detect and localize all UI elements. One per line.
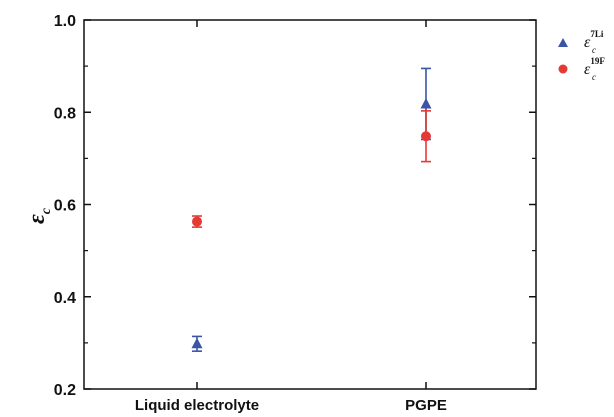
data-point-triangle bbox=[420, 97, 432, 109]
y-tick-label: 0.6 bbox=[54, 198, 76, 215]
y-axis-label-subscript: c bbox=[39, 207, 54, 214]
x-axis-ticks: Liquid electrolyte PGPE bbox=[135, 20, 447, 414]
legend-label-19f: ε19F c bbox=[584, 56, 605, 82]
legend-circle-marker bbox=[558, 64, 568, 74]
legend-label-7li: ε7Li c bbox=[584, 29, 604, 55]
legend-19f-symbol: ε bbox=[584, 61, 591, 78]
data-point-triangle bbox=[191, 337, 203, 349]
x-category-label: PGPE bbox=[405, 397, 447, 414]
y-axis-ticks: 0.2 0.4 0.6 0.8 1.0 bbox=[54, 13, 536, 399]
y-tick-label: 0.4 bbox=[54, 290, 76, 307]
legend-item-19f: ε19F c bbox=[558, 56, 605, 82]
data-marks bbox=[191, 67, 432, 352]
legend: ε7Li c ε19F c bbox=[558, 29, 605, 82]
legend-7li-subscript: c bbox=[592, 45, 596, 55]
y-axis-label-symbol: ε bbox=[24, 214, 50, 224]
legend-19f-subscript: c bbox=[592, 72, 596, 82]
x-category-label: Liquid electrolyte bbox=[135, 397, 259, 414]
y-tick-label: 0.2 bbox=[54, 382, 76, 399]
legend-item-7li: ε7Li c bbox=[558, 29, 604, 55]
legend-7li-symbol: ε bbox=[584, 34, 591, 51]
legend-19f-superscript: 19F bbox=[590, 56, 605, 66]
legend-triangle-marker bbox=[558, 38, 568, 47]
plot-frame bbox=[83, 19, 537, 390]
data-point-circle bbox=[192, 216, 202, 227]
y-tick-label: 1.0 bbox=[54, 13, 76, 30]
legend-7li-superscript: 7Li bbox=[590, 29, 604, 39]
y-axis-label: εc bbox=[24, 207, 54, 224]
data-point-circle bbox=[421, 131, 431, 142]
y-tick-label: 0.8 bbox=[54, 105, 76, 122]
